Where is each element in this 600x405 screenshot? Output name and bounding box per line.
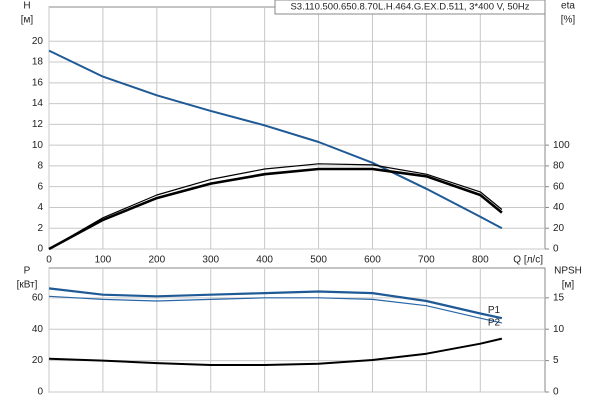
y2-label: eta — [561, 1, 575, 12]
y2-label: NPSH — [554, 266, 582, 277]
title-box — [274, 0, 546, 15]
y2-tick-label: 15 — [553, 292, 565, 303]
series-line — [48, 295, 503, 324]
y2-tick-label: 40 — [553, 202, 565, 213]
y-unit: [м] — [21, 15, 34, 26]
series-line — [48, 49, 503, 230]
y-tick-label: 20 — [32, 355, 44, 366]
x-tick-label: 400 — [256, 255, 273, 266]
y2-tick-label: 5 — [553, 355, 559, 366]
y-tick-label: 60 — [32, 292, 44, 303]
y-tick-label: 8 — [37, 161, 43, 172]
y2-unit: [%] — [561, 15, 576, 26]
series-line — [48, 167, 503, 251]
series-line — [48, 337, 503, 366]
y-tick-label: 14 — [32, 98, 44, 109]
x-label: Q [л/с] — [513, 255, 543, 266]
x-tick-label: 600 — [364, 255, 381, 266]
y-unit: [кВт] — [17, 280, 38, 291]
y-label: H — [23, 1, 30, 12]
x-tick-label: 300 — [202, 255, 219, 266]
series-label: P2 — [488, 318, 501, 329]
y2-tick-label: 10 — [553, 324, 565, 335]
y2-tick-label: 0 — [553, 387, 559, 398]
y-tick-label: 10 — [32, 140, 44, 151]
y2-tick-label: 0 — [553, 244, 559, 255]
series-line — [48, 163, 503, 250]
y-tick-label: 20 — [32, 36, 44, 47]
y-tick-label: 6 — [37, 181, 43, 192]
y-tick-label: 40 — [32, 324, 44, 335]
y-tick-label: 4 — [37, 202, 43, 213]
y-tick-label: 18 — [32, 57, 44, 68]
x-tick-label: 800 — [472, 255, 489, 266]
x-tick-label: 0 — [46, 255, 52, 266]
y2-tick-label: 60 — [553, 181, 565, 192]
y2-tick-label: 100 — [553, 140, 570, 151]
y-tick-label: 16 — [32, 77, 44, 88]
y-label: P — [24, 266, 31, 277]
x-tick-label: 200 — [148, 255, 165, 266]
y-tick-label: 0 — [37, 244, 43, 255]
y-tick-label: 2 — [37, 223, 43, 234]
x-tick-label: 100 — [95, 255, 112, 266]
y2-tick-label: 20 — [553, 223, 565, 234]
y2-tick-label: 80 — [553, 161, 565, 172]
plot-area — [48, 267, 546, 393]
y-tick-label: 0 — [37, 387, 43, 398]
y-tick-label: 12 — [32, 119, 44, 130]
x-tick-label: 700 — [418, 255, 435, 266]
chart-title: S3.110.500.650.8.70L.H.464.G.EX.D.511, 3… — [290, 2, 529, 13]
x-tick-label: 500 — [310, 255, 327, 266]
series-line — [48, 287, 503, 320]
y2-unit: [м] — [562, 280, 575, 291]
series-label: P1 — [488, 305, 501, 316]
